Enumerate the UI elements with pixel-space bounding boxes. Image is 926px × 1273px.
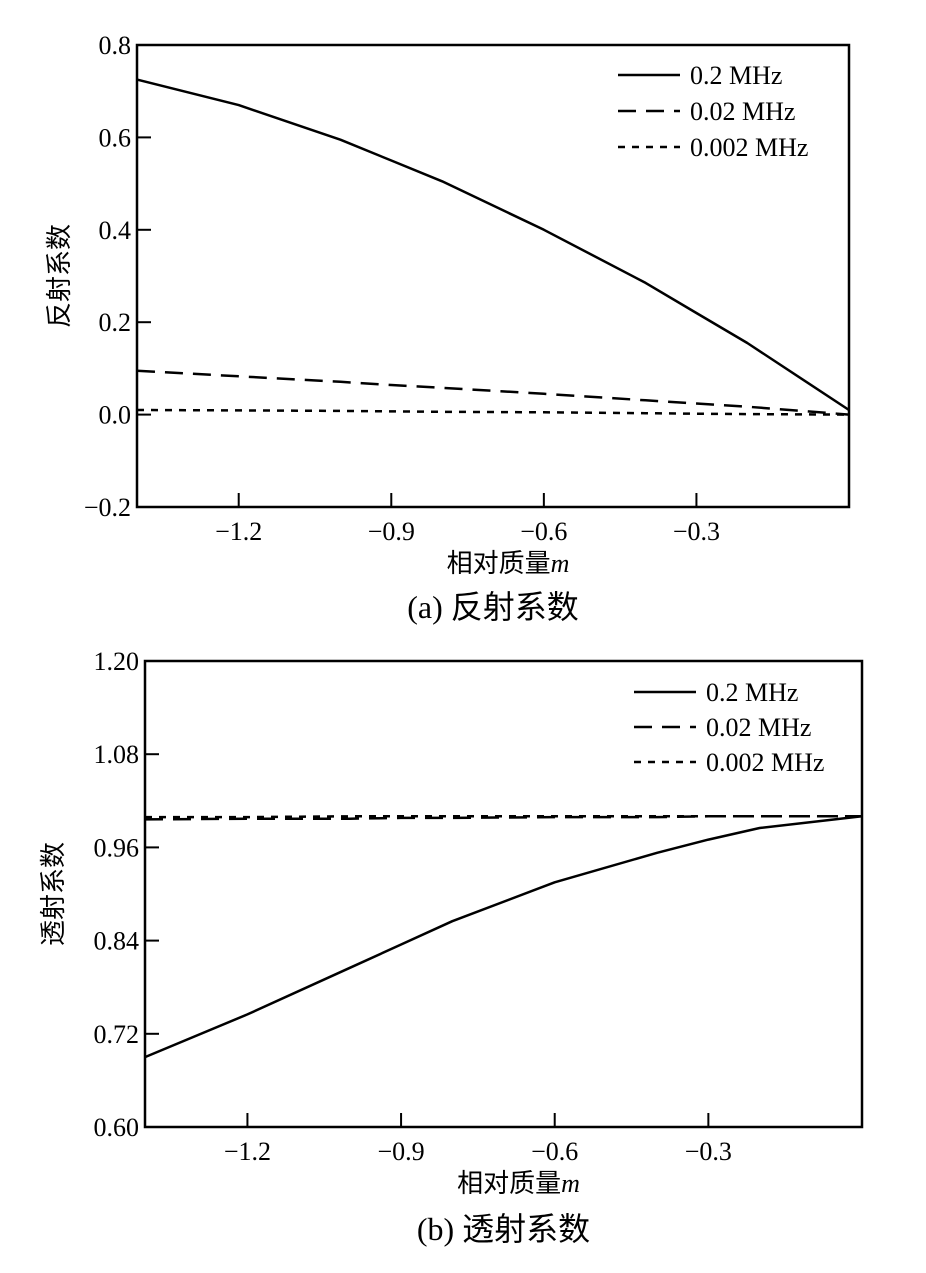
x-tick-label: −0.3 [685, 1137, 732, 1166]
series-line-solid [136, 78, 850, 412]
x-tick-label: −1.2 [215, 517, 262, 546]
legend-label: 0.02 MHz [690, 97, 795, 126]
y-tick-label: 0.8 [99, 31, 132, 60]
x-tick-label: −1.2 [224, 1137, 271, 1166]
plot-frame [135, 43, 851, 509]
x-tick-label: −0.9 [377, 1137, 424, 1166]
chart-b: −1.2 −0.9 −0.6 −0.3 0.60 0.72 0.84 0.96 1.08 1.20… [39, 647, 864, 1247]
x-axis-label: 相对质量m [457, 1169, 580, 1198]
y-tick-label: 0.72 [94, 1020, 140, 1049]
legend-label: 0.002 MHz [690, 133, 808, 162]
x-axis-label-var: m [561, 1169, 580, 1198]
y-tick-label: 0.0 [99, 401, 132, 430]
series-line-solid [144, 815, 863, 1059]
x-axis-label-text: 相对质量 [457, 1169, 561, 1198]
chart-caption: (b) 透射系数 [417, 1211, 590, 1247]
y-tick-label: −0.2 [84, 493, 131, 522]
x-axis-label: 相对质量m [447, 549, 570, 578]
series-line-dotted [145, 815, 862, 819]
y-axis-label: 反射系数 [45, 224, 74, 328]
chart-caption: (a) 反射系数 [407, 589, 579, 625]
y-tick-label: 0.2 [99, 308, 132, 337]
legend-label: 0.2 MHz [706, 678, 798, 707]
x-tick-label: −0.6 [520, 517, 567, 546]
y-tick-label: 0.6 [99, 123, 132, 152]
y-axis-label: 透射系数 [39, 842, 68, 946]
series-line-dashed [136, 369, 850, 416]
y-tick-label: 0.84 [94, 927, 140, 956]
series-line-dotted [136, 408, 850, 416]
x-tick-label: −0.6 [531, 1137, 578, 1166]
x-tick-label: −0.9 [368, 517, 415, 546]
series-line-dashed [144, 815, 862, 821]
plot-frame [143, 659, 864, 1129]
chart-a: −1.2 −0.9 −0.6 −0.3 −0.2 0.0 0.2 0.4 0.6 0.8 0.2 M… [45, 31, 851, 625]
legend-label: 0.02 MHz [706, 713, 811, 742]
y-tick-label: 1.20 [94, 647, 140, 676]
legend-label: 0.002 MHz [706, 748, 824, 777]
y-tick-label: 0.60 [94, 1113, 140, 1142]
x-axis-label-var: m [551, 549, 570, 578]
legend-label: 0.2 MHz [690, 61, 782, 90]
x-axis-label-text: 相对质量 [447, 549, 551, 578]
x-tick-label: −0.3 [673, 517, 720, 546]
y-tick-label: 1.08 [94, 740, 140, 769]
y-tick-label: 0.4 [99, 216, 132, 245]
y-tick-label: 0.96 [94, 833, 140, 862]
